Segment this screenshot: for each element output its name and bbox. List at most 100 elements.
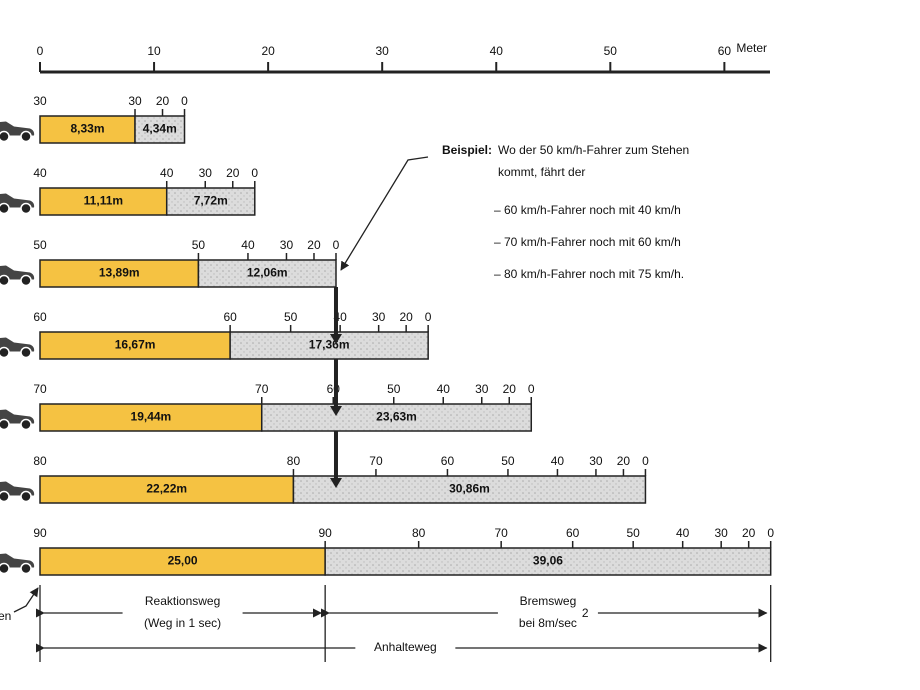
x-unit: Meter xyxy=(736,41,767,55)
car-icon xyxy=(0,265,35,287)
bar-reaction xyxy=(39,547,326,576)
x-tick-label: 10 xyxy=(147,44,161,58)
speed-tick-label: 80 xyxy=(412,526,426,540)
car-wheel xyxy=(20,202,32,215)
down-arrow-head xyxy=(329,406,342,416)
speed-tick-label: 30 xyxy=(199,166,213,180)
x-tick-label: 50 xyxy=(604,44,618,58)
car-icon xyxy=(0,553,35,575)
speed-tick-label: 20 xyxy=(156,94,170,108)
bar-braking xyxy=(165,187,256,216)
speed-tick-label: 30 xyxy=(372,310,386,324)
car-wheel xyxy=(0,274,10,287)
bar-label: 23,63m xyxy=(376,410,417,424)
bar-label: 25,00 xyxy=(168,554,198,568)
speed-tick-label: 30 xyxy=(589,454,603,468)
bar-label: 11,11m xyxy=(84,194,123,208)
bar-label: 13,89m xyxy=(99,266,140,280)
speed-tick-label: 70 xyxy=(369,454,383,468)
speed-tick-label: 20 xyxy=(399,310,413,324)
speed-tick-label: 60 xyxy=(441,454,455,468)
speed-tick-label: 30 xyxy=(475,382,489,396)
bar-label: 17,36m xyxy=(309,338,350,352)
bar-reaction xyxy=(39,331,231,360)
speed-tick-label: 60 xyxy=(566,526,580,540)
bar-label: 16,67m xyxy=(115,338,156,352)
bar-label: 30,86m xyxy=(449,482,490,496)
total-label: Anhalteweg xyxy=(374,640,437,654)
car-icon xyxy=(0,121,35,143)
speed-tick-label: 0 xyxy=(425,310,432,324)
x-tick-label: 0 xyxy=(37,44,44,58)
bar-reaction xyxy=(39,475,295,504)
car-wheel xyxy=(20,562,32,575)
bar-label: 12,06m xyxy=(247,266,288,280)
speed-label: 60 xyxy=(33,310,47,324)
speed-tick-label: 30 xyxy=(128,94,142,108)
speed-tick-label: 0 xyxy=(251,166,258,180)
car-icon xyxy=(0,193,35,215)
x-tick-label: 30 xyxy=(376,44,390,58)
reaction-note: (Weg in 1 sec) xyxy=(144,616,221,630)
example-line: – 60 km/h-Fahrer noch mit 40 km/h xyxy=(494,203,681,217)
speed-tick-label: 20 xyxy=(226,166,240,180)
car-icon xyxy=(0,409,35,431)
label-bg xyxy=(355,639,456,657)
speed-label: 70 xyxy=(33,382,47,396)
bar-reaction xyxy=(39,187,168,216)
speed-tick-label: 0 xyxy=(181,94,188,108)
bar-braking xyxy=(197,259,337,288)
bar-reaction xyxy=(39,259,200,288)
speed-tick-label: 40 xyxy=(160,166,174,180)
speed-tick-label: 50 xyxy=(284,310,298,324)
speed-tick-label: 0 xyxy=(528,382,535,396)
speed-tick-label: 20 xyxy=(617,454,631,468)
speed-tick-label: 40 xyxy=(437,382,451,396)
car-wheel xyxy=(0,562,10,575)
series-name: Bremsweg xyxy=(520,594,577,608)
bar-braking xyxy=(229,331,429,360)
bar-label: 19,44m xyxy=(131,410,172,424)
speed-label: 50 xyxy=(33,238,47,252)
example-line: Wo der 50 km/h-Fahrer zum Stehen xyxy=(498,143,689,157)
bar-label: 4,34m xyxy=(143,122,177,136)
car-icon xyxy=(0,481,35,503)
speed-tick-label: 50 xyxy=(192,238,206,252)
speed-tick-label: 90 xyxy=(318,526,332,540)
car-wheel xyxy=(0,202,10,215)
braking-note-sup: 2 xyxy=(582,606,589,620)
cut-label: en xyxy=(0,609,11,623)
braking-note: bei 8m/sec xyxy=(519,616,577,630)
speed-tick-label: 20 xyxy=(503,382,517,396)
bar-label: 8,33m xyxy=(70,122,104,136)
bar-label: 39,06 xyxy=(533,554,563,568)
speed-tick-label: 70 xyxy=(494,526,508,540)
car-icon xyxy=(0,337,35,359)
x-tick-label: 40 xyxy=(490,44,504,58)
label-bg xyxy=(497,604,598,622)
speed-label: 40 xyxy=(33,166,47,180)
speed-tick-label: 60 xyxy=(223,310,237,324)
x-tick-label: 60 xyxy=(718,44,732,58)
bar-label: 22,22m xyxy=(146,482,187,496)
speed-tick-label: 30 xyxy=(715,526,729,540)
speed-tick-label: 20 xyxy=(742,526,756,540)
example-line: kommt, fährt der xyxy=(498,165,585,179)
speed-tick-label: 0 xyxy=(333,238,340,252)
speed-tick-label: 20 xyxy=(307,238,321,252)
car-wheel xyxy=(20,274,32,287)
car-wheel xyxy=(20,490,32,503)
speed-tick-label: 80 xyxy=(287,454,301,468)
car-wheel xyxy=(0,418,10,431)
car-wheel xyxy=(0,130,10,143)
speed-tick-label: 50 xyxy=(626,526,640,540)
example-line: – 70 km/h-Fahrer noch mit 60 km/h xyxy=(494,235,681,249)
speed-label: 90 xyxy=(33,526,47,540)
series-name: Reaktionsweg xyxy=(145,594,220,608)
speed-tick-label: 30 xyxy=(280,238,294,252)
speed-label: 30 xyxy=(33,94,47,108)
label-bg xyxy=(122,604,243,622)
speed-tick-label: 0 xyxy=(767,526,774,540)
